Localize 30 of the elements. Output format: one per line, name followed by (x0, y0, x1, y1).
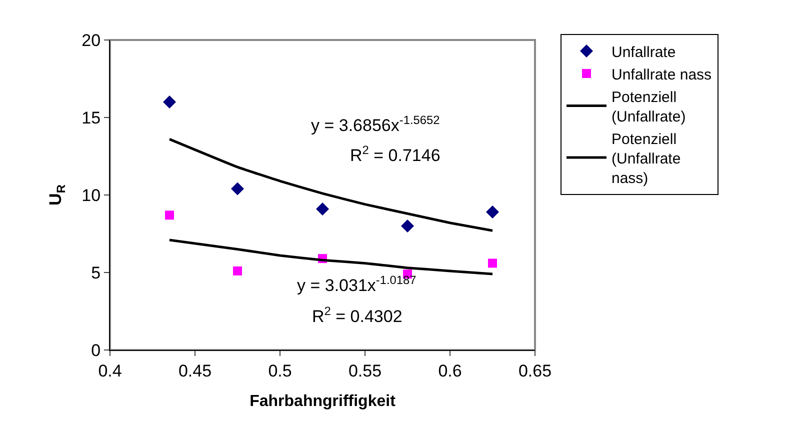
point (401, 220, 414, 232)
point (486, 206, 499, 219)
point (488, 258, 497, 268)
point (233, 266, 242, 276)
line-series (168, 138, 494, 232)
annotation: R$^{2}$ = 0.4302 (312, 304, 402, 326)
point (165, 210, 174, 220)
x-tick-label: 0.45 (178, 361, 212, 380)
line-series (168, 238, 494, 276)
point (231, 182, 244, 196)
y-tick-label: 5 (91, 263, 101, 282)
point (163, 96, 176, 108)
legend-label: Unfallrate nass (612, 66, 712, 84)
legend-label: Unfallrate (612, 44, 676, 61)
y-tick-label: 20 (82, 30, 101, 50)
y-tick-label: 10 (82, 186, 101, 205)
y-tick-label: 15 (82, 108, 101, 128)
annotation: y = 3.031x$^{-1.0187}$ (297, 273, 417, 296)
x-tick-label: 0.55 (348, 361, 382, 380)
x-tick-label: 0.5 (268, 361, 292, 380)
x-axis-title: Fahrbahngriffigkeit (250, 393, 396, 410)
annotation: R$^{2}$ = 0.7146 (350, 143, 440, 166)
x-tick-label: 0.4 (98, 361, 122, 380)
legend-label: Potenziell (Unfallrate) (612, 88, 686, 126)
legend-label: Potenziell (Unfallrate nass) (612, 130, 681, 187)
annotation: y = 3.6856x$^{-1.5652}$ (311, 113, 440, 136)
point (316, 202, 329, 216)
x-tick-label: 0.6 (438, 361, 462, 380)
y-tick-label: 0 (91, 340, 101, 360)
x-tick-label: 0.65 (518, 361, 552, 380)
